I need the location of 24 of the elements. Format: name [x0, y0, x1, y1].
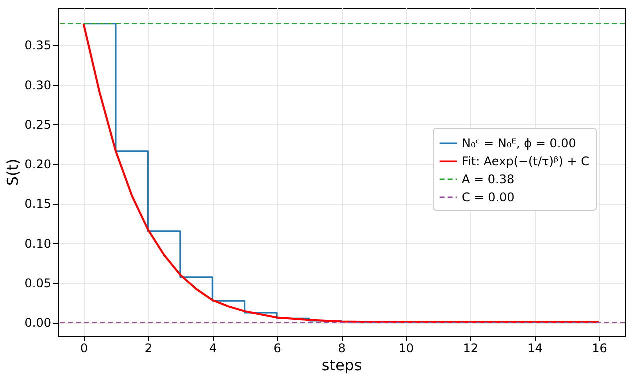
- x-tick-label: 6: [274, 342, 282, 356]
- y-tick-label: 0.15: [24, 197, 52, 212]
- y-tick-label: 0.05: [24, 276, 52, 290]
- y-axis-title: S(t): [4, 158, 22, 186]
- legend-label: C = 0.00: [462, 190, 515, 204]
- legend-label: Fit: Aexp(−(t/τ)ᵝ) + C: [462, 154, 590, 168]
- y-tick-label: 0.25: [24, 118, 52, 132]
- y-tick-label: 0.35: [24, 38, 52, 53]
- x-axis-title: steps: [322, 356, 362, 374]
- x-tick-label: 10: [398, 342, 414, 356]
- y-tick-label: 0.30: [24, 78, 52, 92]
- x-tick-label: 8: [338, 342, 346, 356]
- x-tick-label: 0: [80, 342, 88, 356]
- y-tick-label: 0.20: [24, 158, 52, 172]
- y-tick-label: 0.10: [24, 236, 52, 251]
- x-tick-label: 4: [209, 342, 217, 356]
- line-series: [82, 22, 600, 324]
- x-tick-label: 14: [528, 342, 543, 356]
- x-tick-label: 2: [144, 342, 153, 356]
- legend-label: N₀ᶜ = N₀ᴱ, ϕ = 0.00: [462, 136, 576, 150]
- x-tick-label: 16: [592, 342, 608, 356]
- y-tick-label: 0.00: [24, 316, 52, 330]
- x-tick-label: 12: [463, 342, 479, 356]
- legend-label: A = 0.38: [462, 172, 515, 186]
